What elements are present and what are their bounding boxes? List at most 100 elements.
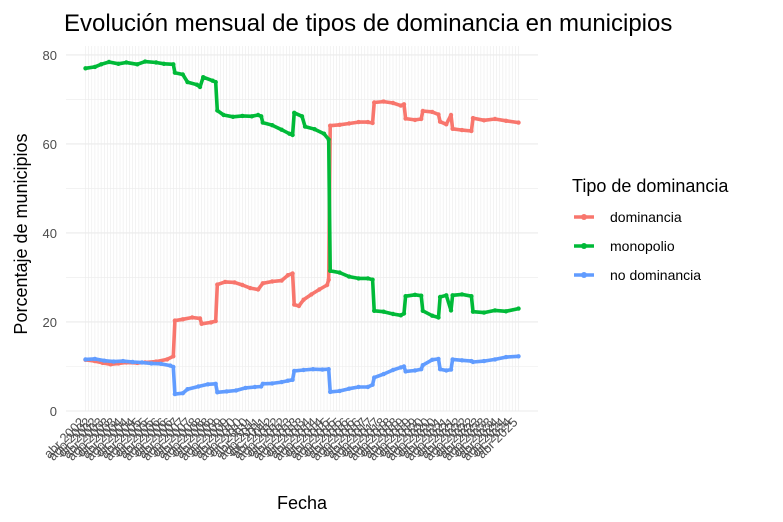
- series-point: [215, 108, 220, 113]
- series-point: [412, 292, 418, 297]
- series-point: [412, 368, 418, 373]
- series-point: [401, 102, 407, 107]
- series-monopolio: [83, 59, 521, 320]
- series-point: [346, 386, 352, 391]
- series-point: [337, 270, 342, 275]
- series-point: [337, 122, 342, 128]
- series-point: [317, 287, 322, 292]
- series-point: [365, 384, 371, 390]
- series-point: [444, 368, 449, 373]
- series-point: [401, 311, 407, 316]
- series-point: [171, 364, 176, 370]
- legend-label: monopolio: [610, 238, 675, 254]
- series-point: [180, 317, 185, 322]
- series-point: [190, 315, 195, 320]
- series-point: [412, 117, 418, 123]
- y-tick-label: 0: [50, 404, 57, 419]
- series-point: [292, 110, 297, 116]
- series-point: [215, 282, 220, 287]
- series-point: [224, 389, 229, 394]
- series-point: [161, 61, 167, 66]
- series-point: [430, 313, 435, 318]
- series-point: [444, 122, 449, 127]
- series-point: [213, 318, 218, 324]
- series-point: [448, 112, 454, 118]
- series-point: [139, 360, 145, 365]
- series-point: [437, 119, 443, 124]
- series-point: [285, 378, 291, 383]
- series-point: [130, 359, 135, 365]
- series-point: [259, 114, 264, 119]
- series-point: [356, 276, 361, 281]
- series-point: [470, 309, 476, 314]
- series-point: [356, 119, 361, 125]
- series-point: [437, 294, 443, 300]
- series-point: [356, 384, 361, 390]
- legend: Tipo de dominancia dominancia monopolio no…: [572, 176, 729, 283]
- series-point: [248, 285, 253, 291]
- series-point: [419, 293, 424, 298]
- series-point: [321, 131, 327, 136]
- y-axis-title: Porcentaje de municipios: [11, 133, 31, 334]
- x-axis-title: Fecha: [277, 493, 328, 513]
- series-point: [370, 120, 375, 126]
- series-point: [279, 278, 284, 283]
- series-point: [172, 391, 178, 397]
- series-point: [372, 100, 377, 105]
- series-point: [365, 276, 371, 281]
- series-point: [381, 309, 386, 314]
- series-point: [201, 75, 206, 80]
- series-point: [255, 287, 261, 292]
- series-point: [444, 293, 449, 298]
- series-point: [270, 381, 275, 386]
- series-point: [260, 281, 265, 286]
- series-point: [390, 367, 396, 373]
- series-point: [301, 367, 306, 373]
- series-point: [436, 315, 441, 320]
- series-point: [180, 391, 185, 396]
- series-point: [309, 292, 314, 297]
- series-point: [312, 127, 317, 132]
- series-point: [326, 137, 331, 142]
- series-point: [240, 282, 245, 288]
- series-point: [290, 132, 295, 138]
- series-point: [420, 308, 425, 313]
- series-point: [243, 385, 248, 391]
- series-point: [516, 120, 521, 125]
- series-point: [450, 293, 455, 298]
- series-point: [470, 359, 476, 365]
- series-point: [213, 79, 218, 85]
- series-point: [172, 318, 178, 323]
- y-tick-label: 40: [43, 226, 57, 241]
- series-point: [233, 388, 239, 393]
- series-point: [450, 357, 455, 362]
- series-point: [390, 100, 396, 106]
- series-point: [503, 309, 509, 314]
- series-point: [205, 382, 211, 387]
- series-point: [420, 363, 425, 368]
- chart-title: Evolución mensual de tipos de dominancia…: [64, 10, 672, 37]
- series-point: [199, 321, 204, 326]
- series-point: [230, 114, 236, 120]
- legend-key-point: [581, 272, 587, 278]
- series-point: [232, 280, 237, 285]
- series-point: [171, 62, 176, 67]
- series-point: [240, 113, 245, 119]
- series-point: [503, 118, 509, 124]
- series-point: [290, 271, 295, 276]
- series-point: [516, 354, 521, 359]
- series-point: [279, 127, 284, 132]
- y-tick-label: 20: [43, 315, 57, 330]
- series-point: [185, 387, 190, 392]
- series-point: [459, 358, 465, 363]
- legend-item: no dominancia: [574, 267, 701, 283]
- series-point: [326, 367, 331, 372]
- series-point: [153, 60, 159, 65]
- series-point: [481, 118, 487, 123]
- series-point: [102, 358, 107, 363]
- series-point: [372, 375, 377, 380]
- series-point: [328, 268, 333, 273]
- series-point: [292, 368, 297, 374]
